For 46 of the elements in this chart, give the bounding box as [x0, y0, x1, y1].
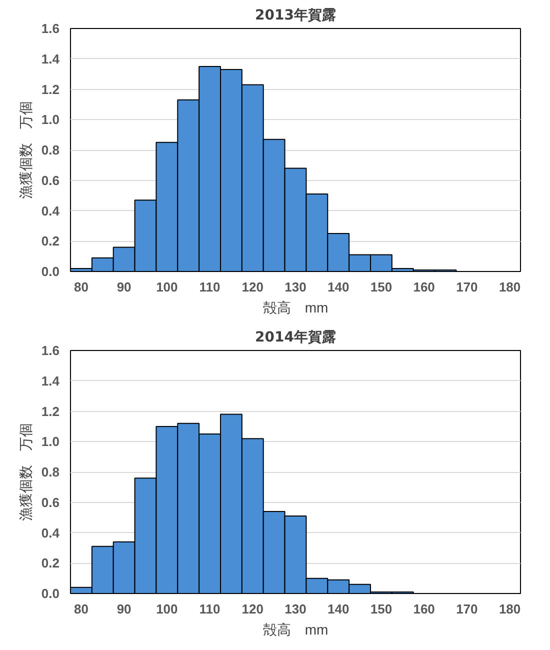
y-tick-label: 0.0	[41, 586, 60, 601]
x-tick-label: 120	[242, 602, 264, 616]
chart-title: 2013年賀露	[255, 8, 336, 24]
x-tick-label: 160	[413, 602, 435, 616]
x-tick-label: 140	[328, 280, 350, 294]
y-tick-label: 1.2	[41, 82, 60, 97]
y-axis-title: 漁獲個数 万個	[17, 423, 34, 521]
y-tick-label: 1.6	[41, 21, 60, 36]
y-tick-label: 1.2	[41, 404, 60, 419]
x-tick-label: 80	[74, 602, 88, 616]
y-tick-label: 0.8	[41, 464, 60, 480]
x-tick-label: 170	[456, 602, 478, 616]
x-tick-label: 150	[370, 280, 392, 294]
y-tick-label: 0.4	[41, 525, 60, 540]
y-tick-label: 0.0	[41, 264, 60, 279]
x-axis-title: 殻高 mm	[262, 300, 328, 316]
y-tick-label: 0.2	[41, 234, 60, 249]
x-axis-title: 殻高 mm	[262, 622, 328, 638]
x-tick-label: 180	[498, 602, 521, 616]
y-tick-label: 0.8	[41, 142, 60, 158]
x-tick-label: 80	[74, 280, 88, 294]
y-tick-label: 0.6	[41, 172, 60, 188]
x-tick-label: 90	[116, 280, 132, 294]
x-tick-label: 130	[284, 280, 306, 294]
y-tick-label: 0.4	[41, 203, 60, 218]
y-tick-label: 0.6	[41, 494, 60, 510]
x-tick-label: 110	[199, 280, 220, 294]
x-tick-label: 130	[284, 602, 306, 616]
x-tick-label: 150	[370, 602, 392, 616]
x-tick-label: 140	[328, 602, 350, 616]
y-tick-label: 1.0	[41, 434, 60, 450]
y-tick-label: 1.0	[41, 112, 60, 128]
x-tick-label: 110	[199, 602, 220, 616]
x-tick-label: 100	[156, 602, 178, 616]
y-tick-label: 1.4	[41, 51, 60, 66]
x-tick-label: 90	[116, 602, 132, 616]
x-tick-label: 100	[156, 280, 178, 294]
x-tick-label: 170	[456, 280, 478, 294]
x-tick-label: 180	[498, 280, 521, 294]
x-tick-label: 160	[413, 280, 435, 294]
y-axis-title: 漁獲個数 万個	[17, 101, 34, 199]
chart-title: 2014年賀露	[255, 330, 336, 346]
y-tick-label: 1.6	[41, 343, 60, 358]
x-tick-label: 120	[242, 280, 264, 294]
y-tick-label: 0.2	[41, 556, 60, 571]
y-tick-label: 1.4	[41, 373, 60, 388]
